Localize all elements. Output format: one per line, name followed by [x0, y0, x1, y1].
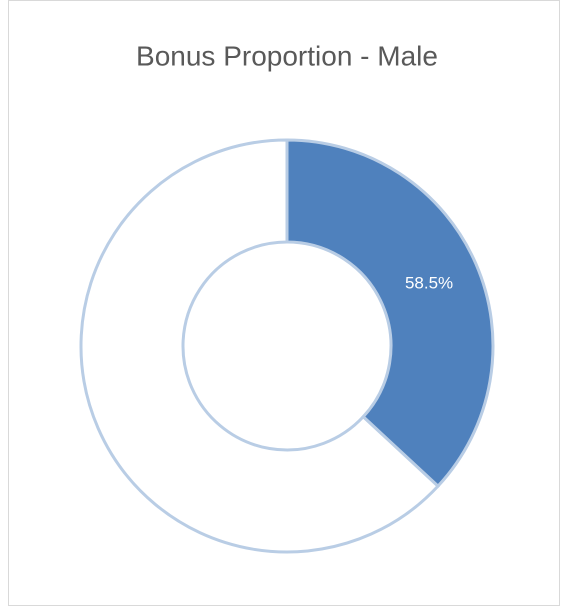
donut-slice [285, 138, 495, 489]
donut-slice [79, 138, 441, 554]
data-label: 58.5% [405, 274, 453, 293]
chart-title: Bonus Proportion - Male [136, 40, 438, 71]
